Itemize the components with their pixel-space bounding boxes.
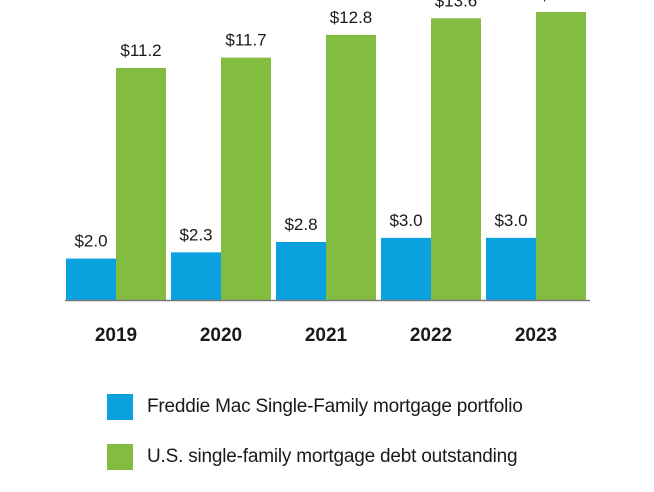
legend-item-debt: U.S. single-family mortgage debt outstan… — [107, 442, 627, 472]
x-tick-label-2021: 2021 — [305, 325, 348, 346]
x-tick-label-2023: 2023 — [515, 325, 557, 346]
bar-debt-2023 — [536, 12, 586, 300]
x-tick-label-2019: 2019 — [95, 325, 137, 346]
x-tick-label-2022: 2022 — [410, 325, 452, 346]
data-label-debt-2021: $12.8 — [330, 8, 373, 27]
bar-portfolio-2020 — [171, 252, 221, 300]
bar-debt-2019 — [116, 68, 166, 300]
legend-swatch-portfolio — [107, 394, 133, 420]
legend-label-portfolio: Freddie Mac Single-Family mortgage portf… — [147, 396, 523, 417]
data-label-debt-2019: $11.2 — [120, 41, 161, 60]
bar-debt-2020 — [221, 57, 271, 301]
data-label-debt-2020: $11.7 — [225, 31, 266, 50]
data-label-portfolio-2019: $2.0 — [74, 232, 107, 251]
bar-portfolio-2023 — [486, 237, 536, 300]
legend: Freddie Mac Single-Family mortgage portf… — [107, 392, 627, 492]
bar-portfolio-2022 — [381, 237, 431, 300]
data-label-portfolio-2020: $2.3 — [179, 225, 212, 244]
x-tick-label-2020: 2020 — [200, 325, 242, 346]
data-label-debt-2022: $13.6 — [435, 0, 478, 10]
legend-label-debt: U.S. single-family mortgage debt outstan… — [147, 446, 518, 467]
bar-debt-2022 — [431, 18, 481, 301]
bar-portfolio-2019 — [66, 258, 116, 300]
data-label-debt-2023: $13.9 — [540, 0, 583, 4]
legend-item-portfolio: Freddie Mac Single-Family mortgage portf… — [107, 392, 627, 422]
data-label-portfolio-2023: $3.0 — [494, 211, 527, 230]
bar-debt-2021 — [326, 34, 376, 300]
data-label-portfolio-2022: $3.0 — [389, 211, 422, 230]
data-label-portfolio-2021: $2.8 — [284, 215, 317, 234]
legend-swatch-debt — [107, 444, 133, 470]
bar-portfolio-2021 — [276, 242, 326, 300]
